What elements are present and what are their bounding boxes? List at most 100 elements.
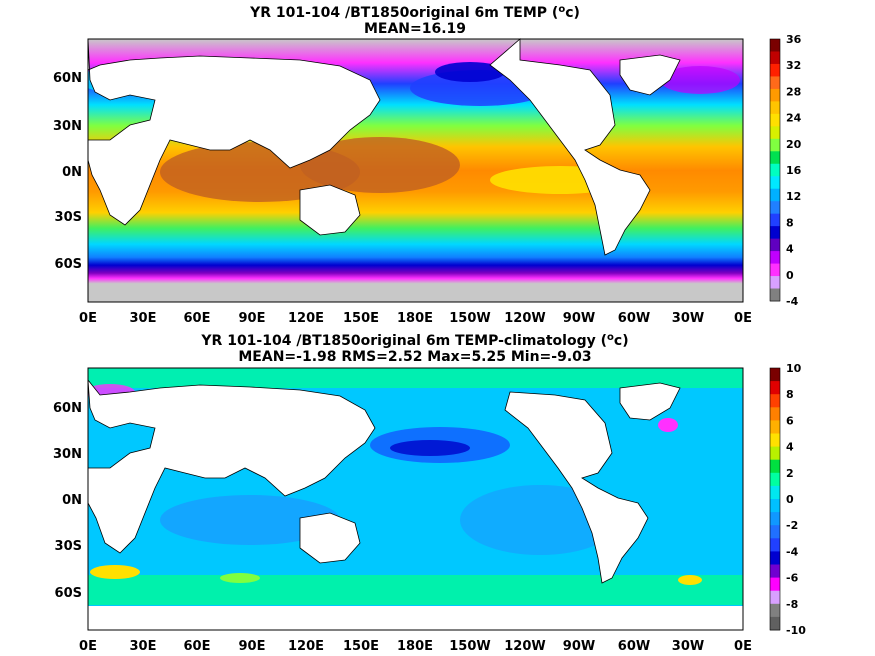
top-warm-pool-pacific xyxy=(300,137,460,193)
colorbar-swatch xyxy=(770,368,780,382)
bottom-lon-label: 60W xyxy=(618,639,650,654)
colorbar-tick-label: 20 xyxy=(786,138,802,151)
bottom-lat-label-0n: 0N xyxy=(62,493,82,508)
top-lon-label: 60W xyxy=(618,311,650,326)
top-lon-label: 90W xyxy=(563,311,595,326)
bottom-panel: YR 101-104 /BT1850original 6m TEMP-clima… xyxy=(53,332,806,654)
colorbar-swatch xyxy=(770,616,780,631)
colorbar-tick-label: 2 xyxy=(786,467,794,480)
top-lon-label: 150E xyxy=(343,311,379,326)
bottom-lon-label: 90W xyxy=(563,639,595,654)
bottom-arctic-band xyxy=(88,368,743,388)
bottom-lon-label: 30E xyxy=(130,639,157,654)
top-lon-label: 150W xyxy=(449,311,490,326)
top-map-frame xyxy=(87,38,744,303)
bottom-warm-spot-atlantic xyxy=(678,575,702,585)
colorbar-swatch xyxy=(770,88,780,102)
bottom-colorbar: 10 8 6 4 2 0 -2 -4 -6 -8 -10 xyxy=(769,362,806,637)
colorbar-swatch xyxy=(770,176,780,190)
colorbar-tick-label: -6 xyxy=(786,572,799,585)
colorbar-tick-label: 12 xyxy=(786,190,801,203)
bottom-lon-label: 120E xyxy=(288,639,324,654)
colorbar-tick-label: 0 xyxy=(786,493,794,506)
top-lon-label: 60E xyxy=(184,311,211,326)
colorbar-swatch xyxy=(770,251,780,265)
colorbar-swatch xyxy=(770,381,780,395)
top-lon-label: 30W xyxy=(672,311,704,326)
colorbar-swatch xyxy=(770,63,780,77)
top-lon-label: 120W xyxy=(504,311,545,326)
colorbar-swatch xyxy=(770,564,780,579)
colorbar-tick-label: 16 xyxy=(786,164,802,177)
bottom-lat-axis: 60N 30N 0N 30S 60S xyxy=(53,401,82,601)
colorbar-swatch xyxy=(770,590,780,605)
top-land-australia xyxy=(299,184,361,236)
bottom-lon-label: 30W xyxy=(672,639,704,654)
colorbar-swatch xyxy=(770,163,780,177)
colorbar-swatch xyxy=(770,213,780,227)
top-labrador-cold xyxy=(660,66,740,94)
colorbar-swatch xyxy=(770,499,780,513)
bottom-warm-spot-south-atlantic xyxy=(90,565,140,579)
bottom-map-frame xyxy=(87,367,744,631)
bottom-lon-label: 150W xyxy=(449,639,490,654)
colorbar-tick-label: 28 xyxy=(786,85,801,98)
top-lat-label-60s: 60S xyxy=(55,257,82,272)
top-lon-label: 180E xyxy=(397,311,433,326)
bottom-lon-label: 0E xyxy=(79,639,97,654)
bottom-lon-label: 90E xyxy=(239,639,266,654)
colorbar-tick-label: 6 xyxy=(786,414,794,427)
colorbar-swatch xyxy=(770,238,780,252)
top-lon-label: 30E xyxy=(130,311,157,326)
top-land-antarctica xyxy=(88,285,743,302)
colorbar-tick-label: 32 xyxy=(786,59,801,72)
colorbar-swatch xyxy=(770,138,780,152)
colorbar-frame xyxy=(769,38,781,302)
colorbar-swatch xyxy=(770,538,780,552)
colorbar-swatch xyxy=(770,201,780,215)
bottom-warm-spot-indian xyxy=(220,573,260,583)
colorbar-swatch xyxy=(770,394,780,408)
colorbar-swatch xyxy=(770,603,780,618)
top-bering-cold xyxy=(435,62,505,82)
colorbar-tick-label: 8 xyxy=(786,216,794,229)
top-lon-label: 120E xyxy=(288,311,324,326)
bottom-land-australia xyxy=(299,512,361,564)
bottom-land-americas xyxy=(504,391,649,584)
bottom-panel-title: YR 101-104 /BT1850original 6m TEMP-clima… xyxy=(200,332,628,349)
colorbar-swatch xyxy=(770,76,780,90)
bottom-lon-label: 60E xyxy=(184,639,211,654)
colorbar-swatch xyxy=(770,188,780,202)
bottom-lat-label-30s: 30S xyxy=(55,539,82,554)
top-lon-label: 0E xyxy=(734,311,752,326)
bottom-lon-label: 180E xyxy=(397,639,433,654)
colorbar-swatch xyxy=(770,551,780,565)
bottom-lon-axis: 0E 30E 60E 90E 120E 150E 180E 150W 120W … xyxy=(79,639,752,654)
bottom-land-antarctica xyxy=(88,606,743,630)
top-lon-label: 90E xyxy=(239,311,266,326)
colorbar-tick-label: 8 xyxy=(786,388,794,401)
colorbar-swatch xyxy=(770,263,780,277)
colorbar-swatch xyxy=(770,113,780,127)
colorbar-swatch xyxy=(770,485,780,500)
colorbar-tick-label: -10 xyxy=(786,624,806,637)
top-land-greenland xyxy=(619,54,681,96)
top-lat-axis: 60N 30N 0N 30S 60S xyxy=(53,71,82,272)
bottom-land-greenland xyxy=(619,382,681,421)
bottom-lat-label-60n: 60N xyxy=(53,401,82,416)
colorbar-swatch xyxy=(770,525,780,539)
top-lat-label-60n: 60N xyxy=(53,71,82,86)
colorbar-tick-label: 0 xyxy=(786,269,794,282)
top-lat-label-0n: 0N xyxy=(62,165,82,180)
colorbar-swatch xyxy=(770,126,780,140)
top-panel: YR 101-104 /BT1850original 6m TEMP (oc) … xyxy=(53,4,802,326)
colorbar-tick-label: 36 xyxy=(786,33,802,46)
colorbar-swatch xyxy=(770,420,780,434)
colorbar-swatch xyxy=(770,101,780,115)
colorbar-tick-label: -4 xyxy=(786,545,799,558)
colorbar-swatch xyxy=(770,226,780,240)
top-lat-label-30n: 30N xyxy=(53,119,82,134)
bottom-lon-label: 120W xyxy=(504,639,545,654)
colorbar-tick-label: 4 xyxy=(786,441,794,454)
